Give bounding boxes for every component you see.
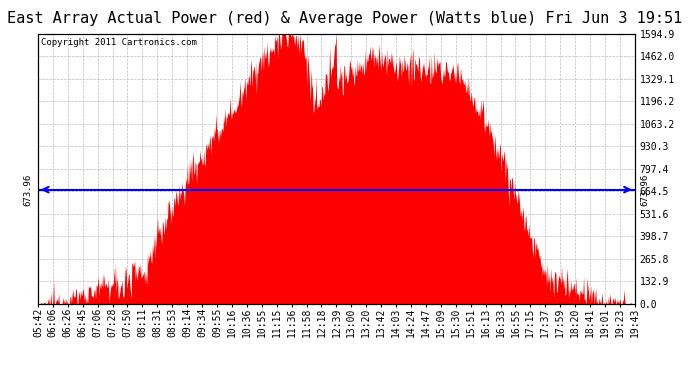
Text: 673.96: 673.96 xyxy=(23,174,32,206)
Text: East Array Actual Power (red) & Average Power (Watts blue) Fri Jun 3 19:51: East Array Actual Power (red) & Average … xyxy=(8,11,682,26)
Text: 673.96: 673.96 xyxy=(641,174,650,206)
Text: Copyright 2011 Cartronics.com: Copyright 2011 Cartronics.com xyxy=(41,38,197,47)
